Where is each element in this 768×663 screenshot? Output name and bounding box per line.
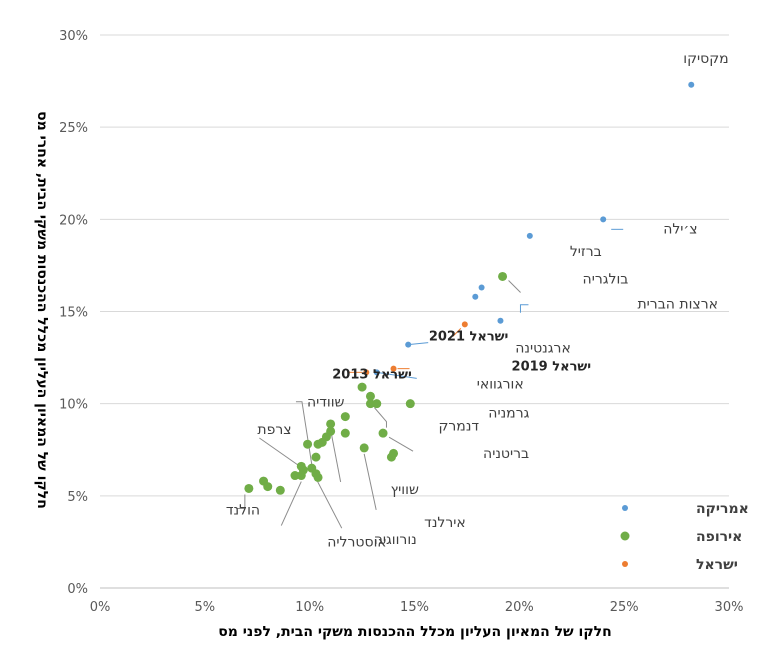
data-point	[405, 399, 415, 409]
x-axis-title: חלקו של המאיון העליון מכלל ההכנסות משקי …	[218, 624, 612, 640]
data-point	[263, 482, 273, 492]
leader-line	[388, 436, 414, 452]
data-point	[340, 412, 350, 422]
data-point	[498, 271, 508, 281]
y-tick-label: 20%	[59, 213, 88, 228]
legend-marker	[620, 531, 630, 541]
data-point	[372, 399, 382, 409]
data-point	[296, 461, 306, 471]
leader-line	[280, 481, 302, 526]
leader-line	[376, 371, 417, 379]
y-tick-label: 25%	[59, 121, 88, 136]
label-leader-lines	[236, 228, 624, 529]
data-point	[359, 443, 369, 453]
y-tick-label: 15%	[59, 306, 88, 321]
y-axis-ticks: 0% 5% 10% 15% 20% 25% 30%	[59, 29, 88, 597]
leader-line	[508, 280, 521, 293]
gridlines	[100, 34, 729, 589]
x-tick-label: 30%	[715, 600, 744, 615]
data-point	[365, 399, 375, 409]
data-point	[365, 391, 375, 401]
data-label: צרפת	[257, 422, 291, 438]
data-point	[303, 439, 313, 449]
data-point	[526, 232, 533, 239]
leader-line	[236, 494, 246, 509]
y-tick-label: 30%	[59, 29, 88, 44]
data-point	[311, 452, 321, 462]
x-tick-label: 0%	[90, 600, 111, 615]
leader-line	[295, 401, 313, 466]
leader-line	[374, 407, 387, 428]
data-label: מקסיקו	[683, 51, 728, 67]
data-point	[244, 483, 254, 493]
data-point	[688, 81, 695, 88]
data-label: ישראל 2019	[512, 360, 592, 375]
data-label: נורווגיה	[374, 532, 417, 548]
x-tick-label: 15%	[400, 600, 429, 615]
data-point	[497, 317, 504, 324]
data-label: אורגוואי	[477, 376, 524, 392]
data-label: שוויץ	[391, 482, 419, 498]
legend-label: אירופה	[696, 529, 742, 545]
data-label: צ׳ילה	[663, 221, 697, 237]
data-point	[275, 485, 285, 495]
leader-line	[259, 437, 300, 467]
x-axis-ticks: 0% 5% 10% 15% 20% 25% 30%	[90, 600, 744, 615]
data-label: בריטניה	[483, 446, 529, 462]
leader-line	[452, 328, 462, 337]
data-point	[357, 382, 367, 392]
data-label: ארגנטינה	[515, 341, 571, 357]
x-tick-label: 10%	[295, 600, 324, 615]
data-label: שוודיה	[307, 395, 345, 411]
data-point	[378, 428, 388, 438]
leader-line	[330, 429, 342, 483]
legend-label: אמריקה	[696, 501, 749, 517]
data-label: בולגריה	[583, 271, 629, 287]
data-point	[363, 369, 370, 376]
leader-line	[313, 473, 343, 529]
data-points	[244, 81, 695, 495]
data-point	[405, 341, 412, 348]
y-axis-title: חלקו של המאיון העליון מכלל ההכנסות משקי …	[34, 111, 50, 509]
data-point	[313, 439, 323, 449]
leader-line	[408, 342, 429, 346]
legend-marker	[622, 505, 628, 511]
y-tick-label: 10%	[59, 398, 88, 413]
data-label: אוסטרליה	[327, 535, 386, 551]
data-point	[340, 428, 350, 438]
data-labels: מקסיקו צ׳ילה ברזיל ארצות הברית ארגנטינה אורגו…	[226, 51, 729, 551]
legend-marker	[622, 561, 628, 567]
data-label: ארצות הברית	[637, 297, 718, 313]
legend-label: ישראל	[696, 557, 738, 573]
data-label: ברזיל	[570, 244, 602, 260]
data-point	[373, 369, 380, 376]
data-point	[296, 471, 306, 481]
data-point	[390, 365, 397, 372]
data-point	[389, 448, 399, 458]
y-tick-label: 0%	[67, 582, 88, 597]
data-label: אירלנד	[424, 515, 466, 531]
x-tick-label: 5%	[195, 600, 216, 615]
data-point	[461, 321, 468, 328]
leader-line	[363, 453, 377, 511]
data-label: ישראל 2021	[429, 329, 509, 344]
x-tick-label: 25%	[610, 600, 639, 615]
data-label: גרמניה	[488, 406, 529, 422]
data-label: ישראל 2013	[332, 367, 412, 382]
data-point	[290, 471, 300, 481]
data-point	[307, 463, 317, 473]
x-tick-label: 20%	[505, 600, 534, 615]
y-tick-label: 5%	[67, 490, 88, 505]
legend: אמריקה אירופה ישראל	[620, 501, 749, 573]
data-point	[472, 293, 479, 300]
data-point	[600, 216, 607, 223]
data-point	[478, 284, 485, 291]
data-point	[326, 419, 336, 429]
leader-line	[519, 304, 529, 313]
data-label: דנמרק	[438, 419, 479, 435]
data-point	[313, 472, 323, 482]
data-label: הולנד	[226, 502, 260, 518]
